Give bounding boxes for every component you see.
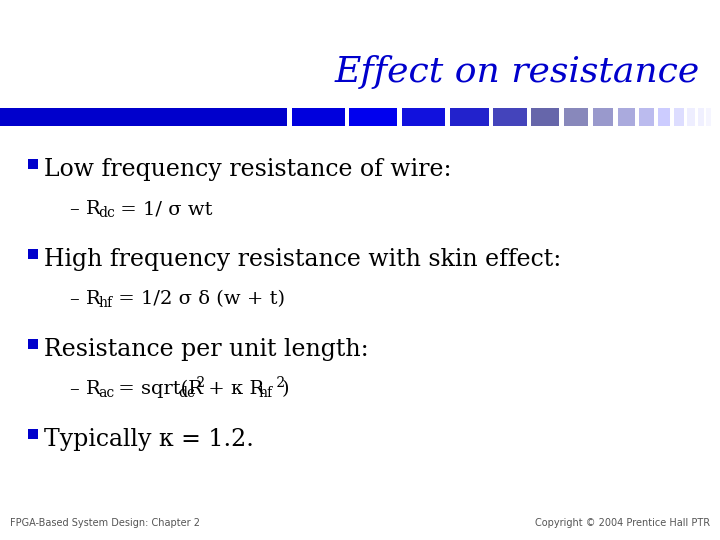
- Text: = 1/ σ wt: = 1/ σ wt: [114, 200, 212, 218]
- Bar: [713, 108, 719, 126]
- Text: Resistance per unit length:: Resistance per unit length:: [44, 338, 369, 361]
- Text: 2: 2: [192, 376, 205, 390]
- Bar: [450, 108, 489, 126]
- Text: High frequency resistance with skin effect:: High frequency resistance with skin effe…: [44, 248, 562, 271]
- Bar: [0, 108, 287, 126]
- Text: ): ): [282, 380, 289, 398]
- Bar: [292, 108, 345, 126]
- Bar: [28, 339, 38, 349]
- Bar: [402, 108, 446, 126]
- Bar: [674, 108, 684, 126]
- Bar: [531, 108, 559, 126]
- Bar: [28, 159, 38, 169]
- Text: = 1/2 σ δ (w + t): = 1/2 σ δ (w + t): [112, 290, 285, 308]
- Bar: [493, 108, 527, 126]
- Bar: [564, 108, 588, 126]
- Bar: [593, 108, 613, 126]
- Text: dc: dc: [178, 386, 195, 400]
- Bar: [706, 108, 711, 126]
- Bar: [687, 108, 695, 126]
- Text: – R: – R: [70, 200, 101, 218]
- Bar: [28, 429, 38, 439]
- Text: dc: dc: [98, 206, 115, 220]
- Text: – R: – R: [70, 290, 101, 308]
- Text: – R: – R: [70, 380, 101, 398]
- Text: ac: ac: [98, 386, 114, 400]
- Text: Copyright © 2004 Prentice Hall PTR: Copyright © 2004 Prentice Hall PTR: [535, 518, 710, 528]
- Bar: [639, 108, 654, 126]
- Bar: [28, 249, 38, 259]
- Text: hf: hf: [258, 386, 272, 400]
- Text: Low frequency resistance of wire:: Low frequency resistance of wire:: [44, 158, 451, 181]
- Text: FPGA-Based System Design: Chapter 2: FPGA-Based System Design: Chapter 2: [10, 518, 200, 528]
- Text: 2: 2: [272, 376, 285, 390]
- Bar: [618, 108, 635, 126]
- Bar: [658, 108, 670, 126]
- Bar: [698, 108, 704, 126]
- Bar: [349, 108, 397, 126]
- Text: Effect on resistance: Effect on resistance: [335, 55, 700, 89]
- Text: Typically κ = 1.2.: Typically κ = 1.2.: [44, 428, 254, 451]
- Text: + κ R: + κ R: [202, 380, 264, 398]
- Text: = sqrt(R: = sqrt(R: [112, 380, 203, 399]
- Text: hf: hf: [98, 296, 112, 310]
